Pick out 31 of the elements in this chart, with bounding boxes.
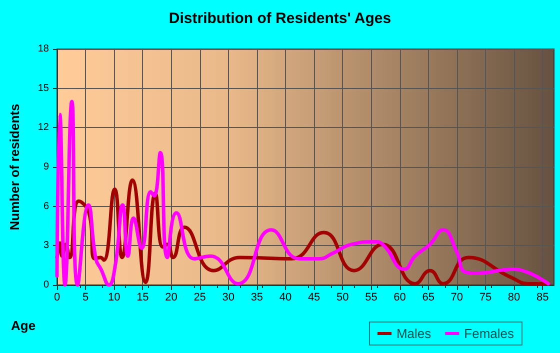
y-tick-label: 3 bbox=[43, 240, 50, 252]
y-tick-label: 0 bbox=[43, 280, 50, 290]
x-tick-label: 20 bbox=[165, 292, 178, 304]
x-tick-label: 45 bbox=[308, 292, 320, 304]
x-tick-label: 55 bbox=[365, 292, 378, 304]
x-tick-label: 10 bbox=[108, 292, 120, 304]
x-tick-label: 30 bbox=[222, 292, 235, 304]
line-series bbox=[55, 100, 550, 287]
x-tick-label: 70 bbox=[450, 292, 464, 304]
x-tick-label: 25 bbox=[194, 292, 206, 304]
x-tick-label: 65 bbox=[422, 292, 434, 304]
x-axis-title: Age bbox=[11, 318, 36, 333]
x-tick-label: 80 bbox=[508, 292, 520, 304]
x-tick-label: 85 bbox=[536, 292, 549, 304]
y-tick-label: 6 bbox=[43, 200, 50, 212]
y-tick-label: 9 bbox=[43, 162, 50, 172]
x-tick-label: 50 bbox=[336, 292, 349, 304]
legend-label: Females bbox=[464, 326, 514, 341]
chart-title: Distribution of Residents' Ages bbox=[168, 10, 392, 27]
x-tick-label: 5 bbox=[82, 292, 89, 304]
x-tick-label: 75 bbox=[479, 292, 492, 304]
x-tick-label: 60 bbox=[394, 292, 406, 304]
x-tick-label: 40 bbox=[279, 292, 292, 304]
y-tick-label: 18 bbox=[38, 44, 50, 54]
legend-label: Males bbox=[396, 326, 432, 341]
y-axis-title: Number of residents bbox=[7, 104, 22, 230]
y-tick-label: 15 bbox=[38, 82, 50, 94]
x-tick-label: 35 bbox=[250, 292, 264, 304]
x-tick-label: 15 bbox=[136, 292, 149, 304]
x-tick-label: 0 bbox=[54, 292, 60, 304]
y-tick-label: 12 bbox=[38, 122, 50, 134]
